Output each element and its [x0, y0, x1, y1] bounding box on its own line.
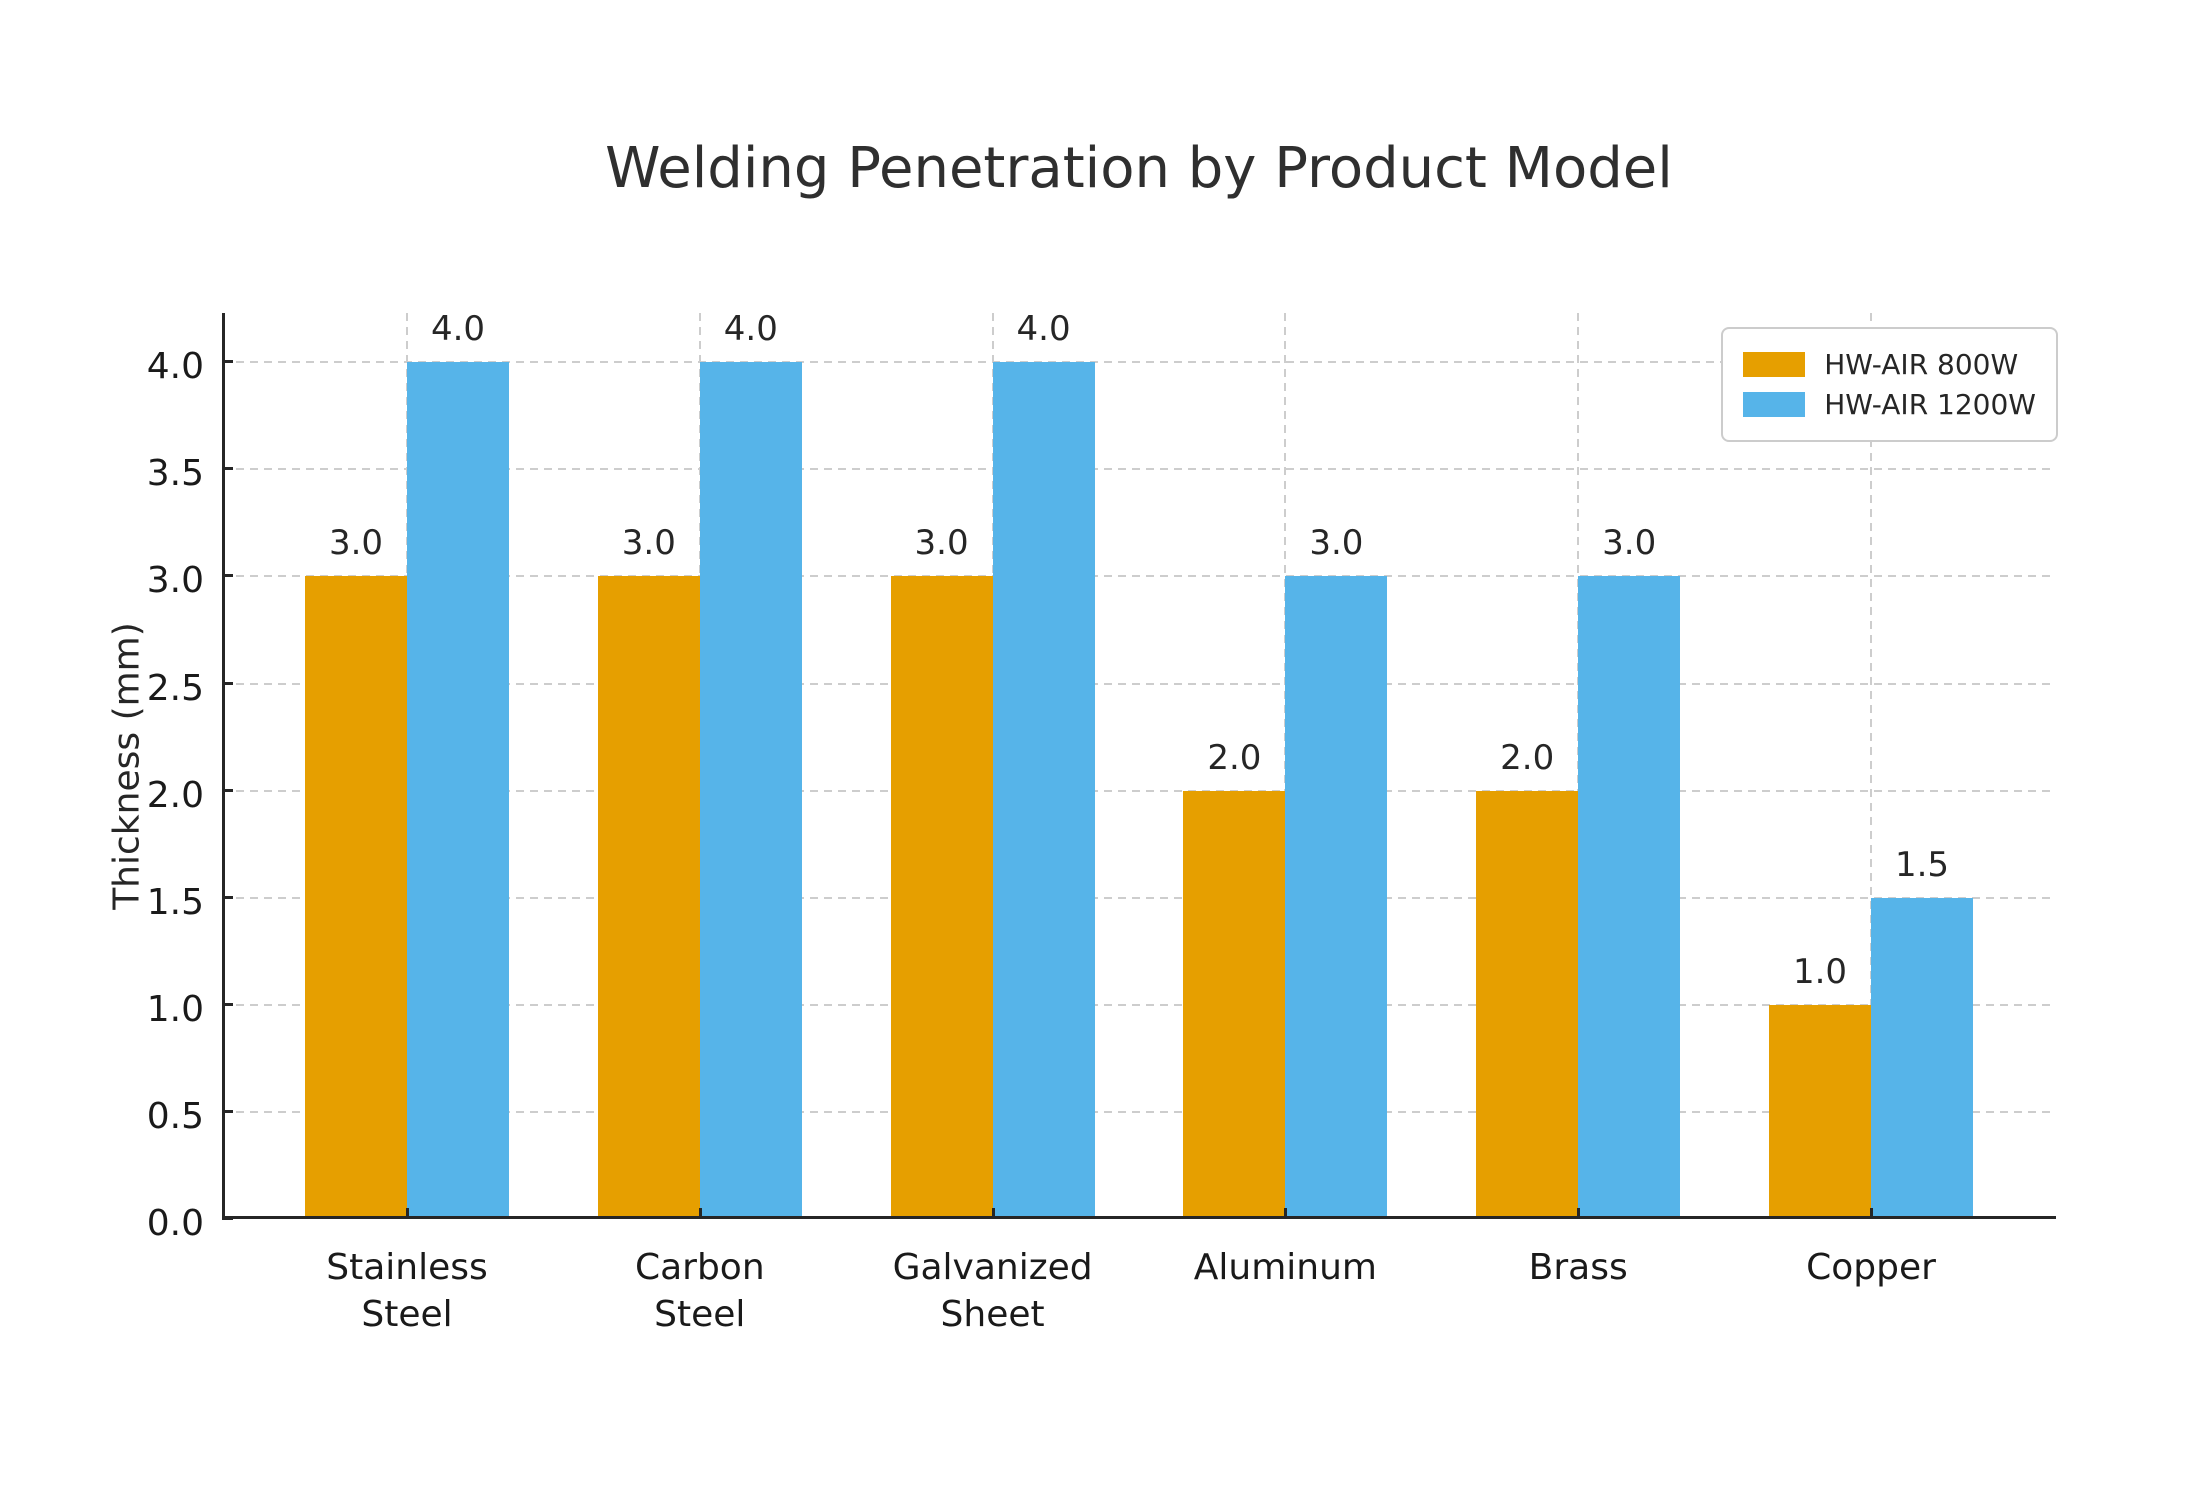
- bar: [699, 362, 802, 1219]
- legend-label: HW-AIR 800W: [1824, 348, 2019, 381]
- x-tick-label: Carbon Steel: [634, 1247, 765, 1335]
- legend-swatch: [1743, 352, 1806, 378]
- chart-title: Welding Penetration by Product Model: [605, 136, 1673, 201]
- gridline-y: [222, 361, 2056, 364]
- bar: [1476, 790, 1579, 1219]
- bar: [1769, 1004, 1871, 1219]
- bar: [1183, 790, 1286, 1219]
- bar: [407, 362, 509, 1219]
- gridline-y: [222, 468, 2056, 471]
- y-axis-spine: [222, 313, 225, 1219]
- bar-value-label: 3.0: [1309, 523, 1364, 564]
- bar: [1871, 897, 1973, 1219]
- bar: [1285, 576, 1388, 1219]
- y-tick-mark: [222, 681, 233, 685]
- x-axis-spine: [222, 1216, 2056, 1219]
- legend-item: HW-AIR 1200W: [1743, 388, 2036, 422]
- y-tick-label: 1.0: [146, 988, 204, 1030]
- bar: [305, 576, 407, 1219]
- x-tick-mark: [406, 1208, 409, 1219]
- x-tick-label: Brass: [1528, 1247, 1628, 1288]
- x-tick-label: Aluminum: [1193, 1247, 1377, 1288]
- legend-swatch: [1743, 391, 1806, 417]
- y-tick-label: 2.5: [146, 667, 204, 709]
- bar-value-label: 4.0: [1016, 309, 1071, 350]
- x-tick-mark: [1284, 1208, 1288, 1219]
- bar: [1578, 576, 1681, 1219]
- y-tick-label: 3.5: [146, 453, 204, 495]
- gridline-y: [222, 1003, 2056, 1006]
- y-tick-mark: [222, 1002, 233, 1006]
- x-tick-mark: [1577, 1208, 1581, 1219]
- y-tick-label: 3.0: [146, 560, 204, 602]
- gridline-y: [222, 1110, 2056, 1113]
- y-tick-mark: [222, 788, 233, 792]
- bar-value-label: 3.0: [621, 523, 676, 564]
- bar-value-label: 3.0: [328, 523, 384, 564]
- plot-area: 3.0 3.0 3.0 2.0 2.0 1.0 4.0 4.0 4.0 3.0 3.0 1.5: [222, 309, 2056, 1220]
- y-tick-label: 1.5: [146, 881, 204, 923]
- bar: [890, 576, 993, 1219]
- y-tick-mark: [222, 574, 233, 578]
- bar-value-label: 4.0: [430, 309, 486, 350]
- x-tick-mark: [1870, 1208, 1873, 1219]
- y-tick-mark: [222, 360, 233, 364]
- bar-value-label: 3.0: [1602, 523, 1657, 564]
- y-tick-label: 0.0: [146, 1203, 204, 1244]
- x-tick-mark: [991, 1208, 995, 1219]
- bar-value-label: 2.0: [1500, 737, 1555, 778]
- gridline-y: [222, 789, 2056, 792]
- y-axis-label: Thickness (mm): [106, 622, 148, 910]
- y-tick-label: 4.0: [146, 346, 204, 388]
- x-tick-mark: [698, 1208, 702, 1219]
- bar-value-label: 2.0: [1207, 737, 1262, 778]
- bar-value-label: 3.0: [914, 523, 969, 564]
- bar: [992, 362, 1095, 1219]
- legend-item: HW-AIR 800W: [1743, 348, 2036, 382]
- y-tick-label: 0.5: [146, 1095, 204, 1137]
- legend: HW-AIR 800W HW-AIR 1200W: [1721, 327, 2058, 443]
- y-tick-mark: [222, 895, 233, 899]
- gridline-y: [222, 575, 2056, 578]
- bar: [597, 576, 700, 1219]
- y-tick-mark: [222, 1109, 233, 1113]
- y-tick-label: 2.0: [146, 774, 204, 816]
- x-tick-label: Copper: [1806, 1247, 1936, 1288]
- gridline-x: [1870, 313, 1872, 1219]
- y-tick-mark: [222, 1217, 233, 1220]
- gridline-y: [222, 896, 2056, 899]
- bar-value-label: 4.0: [723, 309, 778, 350]
- bar-value-label: 1.5: [1894, 844, 1950, 885]
- x-tick-label: Stainless Steel: [326, 1247, 488, 1335]
- bar-value-label: 1.0: [1792, 951, 1848, 992]
- legend-label: HW-AIR 1200W: [1824, 387, 2036, 421]
- x-tick-label: Galvanized Sheet: [892, 1247, 1093, 1335]
- gridline-y: [222, 682, 2056, 685]
- y-tick-mark: [222, 467, 233, 471]
